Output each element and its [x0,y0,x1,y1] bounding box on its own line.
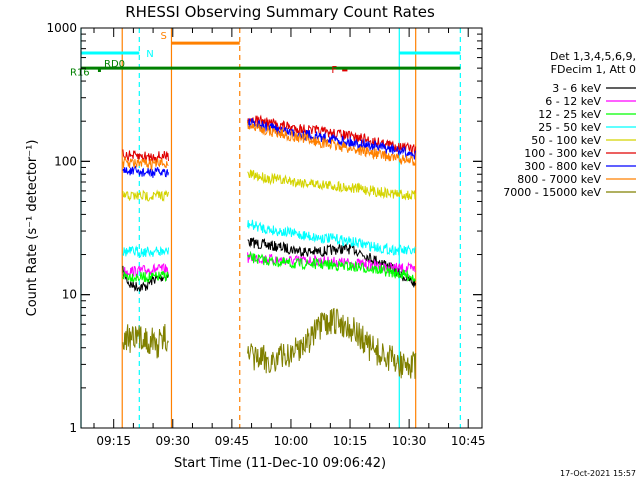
series-7000-15000-kev-line-1 [122,323,169,359]
series-6-12-kev-line-1 [122,262,169,278]
legend-header-line: FDecim 1, Att 0 [551,63,636,76]
legend-label: 25 - 50 keV [538,121,601,134]
flag-label-s: S [160,31,166,42]
series-25-50-kev-line-2 [247,219,416,256]
x-tick-label: 10:45 [451,434,486,448]
x-tick-label: 09:30 [155,434,190,448]
y-tick-label: 10 [62,288,77,302]
series-7000-15000-kev-line-2 [247,307,417,379]
y-tick-label: 1000 [46,21,77,35]
x-tick-label: 09:45 [215,434,250,448]
x-axis-label: Start Time (11-Dec-10 09:06:42) [174,456,386,471]
series-3-6-kev-line-2 [247,237,417,288]
series-800-7000-kev-line-2 [247,120,416,166]
x-tick-label: 10:15 [333,434,368,448]
plot-area: NS F RD0 R16 [70,28,461,428]
y-tick-label: 1 [69,421,77,435]
legend-label: 800 - 7000 keV [517,173,601,186]
series-12-25-kev-line-1 [122,270,169,283]
chart-title: RHESSI Observing Summary Count Rates [125,3,435,21]
x-tick-label: 10:30 [392,434,427,448]
flag-label-f: F [331,65,337,76]
series-300-800-kev-line-2 [247,117,417,160]
flag-label-r16: R16 [70,68,90,79]
plot-frame [80,27,483,429]
y-tick-label: 100 [54,154,77,168]
series-800-7000-kev-line-1 [122,156,169,171]
legend-header-line: Det 1,3,4,5,6,9, [550,50,636,63]
series-300-800-kev-line-1 [122,165,169,178]
flag-label-n: N [146,49,153,60]
legend-label: 300 - 800 keV [524,160,601,173]
legend-label: 12 - 25 keV [538,108,601,121]
series-12-25-kev-line-2 [247,250,417,282]
legend-label: 7000 - 15000 keV [503,186,601,199]
y-axis-label: Count Rate (s⁻¹ detector⁻¹) [25,140,40,317]
series-50-100-kev-line-1 [122,189,169,202]
axes: 1 10 100 1000 09:15 09:30 09:45 10:00 10:15 10:30… [46,21,485,448]
legend-label: 100 - 300 keV [524,147,601,160]
x-tick-label: 09:15 [96,434,131,448]
timestamp: 17-Oct-2021 15:57 [560,469,636,478]
legend-label: 3 - 6 keV [552,82,601,95]
legend: Det 1,3,4,5,6,9,FDecim 1, Att 0 3 - 6 keV… [503,50,636,199]
legend-label: 6 - 12 keV [545,95,601,108]
legend-label: 50 - 100 keV [531,134,601,147]
series-25-50-kev-line-1 [122,245,169,258]
x-tick-label: 10:00 [274,434,309,448]
flag-label-rd0: RD0 [104,59,125,70]
series-50-100-kev-line-2 [247,169,417,201]
